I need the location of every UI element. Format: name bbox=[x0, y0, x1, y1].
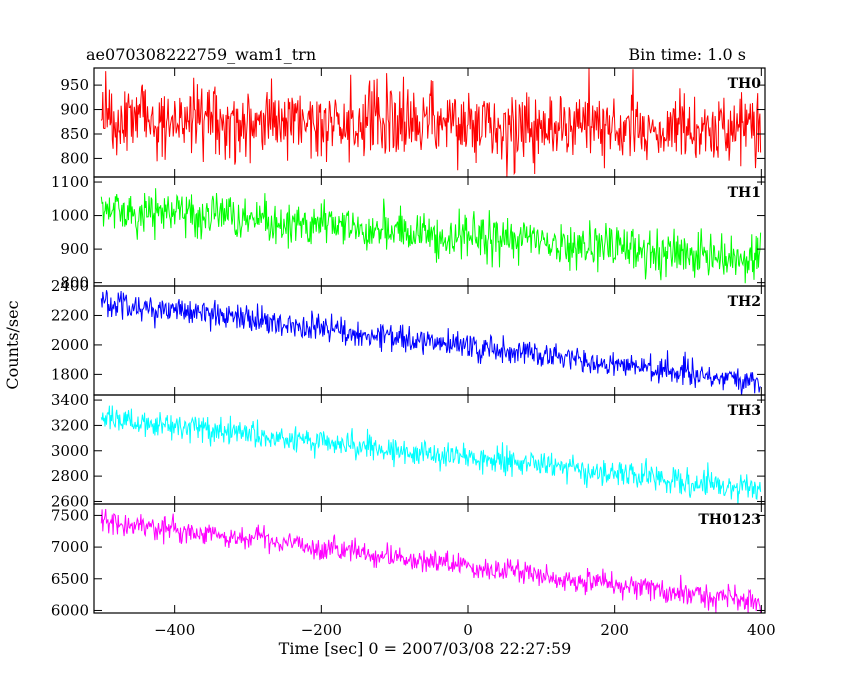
y-tick-label: 900 bbox=[60, 101, 89, 119]
x-axis: −400 −200 0 200 400 bbox=[154, 621, 776, 639]
y-tick-label: 2800 bbox=[51, 467, 89, 485]
panel-frame bbox=[93, 503, 766, 614]
x-tick-label: 400 bbox=[747, 621, 776, 639]
y-tick-label: 850 bbox=[60, 125, 89, 143]
series-line-th3 bbox=[100, 405, 762, 504]
x-tick-label: −200 bbox=[301, 621, 342, 639]
panel-th2: 1800 2000 2200 2400 TH2 bbox=[51, 277, 766, 396]
series-line-th0 bbox=[100, 68, 762, 177]
x-tick-label: 200 bbox=[600, 621, 629, 639]
panel-th0: 800 850 900 950 TH0 bbox=[60, 67, 766, 178]
panel-label-th1: TH1 bbox=[728, 185, 761, 201]
panel-label-th2: TH2 bbox=[728, 294, 761, 310]
y-tick-label: 7500 bbox=[51, 506, 89, 524]
y-tick-label: 2200 bbox=[51, 306, 89, 324]
y-tick-label: 1800 bbox=[51, 365, 89, 383]
panel-label-th3: TH3 bbox=[728, 403, 761, 419]
y-tick-label: 950 bbox=[60, 76, 89, 94]
y-tick-label: 3200 bbox=[51, 416, 89, 434]
y-tick-label: 2600 bbox=[51, 492, 89, 510]
panel-label-th0123: TH0123 bbox=[698, 512, 761, 528]
y-tick-label: 900 bbox=[60, 240, 89, 258]
y-tick-label: 7000 bbox=[51, 538, 89, 556]
y-tick-label: 6500 bbox=[51, 570, 89, 588]
y-tick-label: 6000 bbox=[51, 601, 89, 619]
chart-title: ae070308222759_wam1_trn bbox=[86, 45, 316, 64]
panel-label-th0: TH0 bbox=[728, 76, 762, 92]
series-line-th1 bbox=[100, 188, 762, 284]
y-tick-label: 800 bbox=[60, 149, 89, 167]
y-axis-title: Counts/sec bbox=[3, 300, 22, 389]
y-tick-label: 3400 bbox=[51, 391, 89, 409]
panel-th3: 2600 2800 3000 3200 3400 TH3 bbox=[51, 391, 766, 510]
series-line-th2 bbox=[100, 290, 761, 395]
x-tick-label: 0 bbox=[463, 621, 473, 639]
panels-group: 800 850 900 950 TH0 800 900 1000 1100 TH1 1800 2000… bbox=[51, 67, 766, 619]
y-tick-label: 800 bbox=[60, 274, 89, 292]
x-axis-title: Time [sec] 0 = 2007/03/08 22:27:59 bbox=[279, 639, 572, 658]
y-tick-label: 1000 bbox=[51, 207, 89, 225]
y-tick-label: 2400 bbox=[51, 277, 89, 295]
y-tick-label: 3000 bbox=[51, 442, 89, 460]
panel-th0123: 6000 6500 7000 7500 TH0123 bbox=[51, 503, 766, 619]
panel-th1: 800 900 1000 1100 TH1 bbox=[51, 173, 766, 292]
x-tick-label: −400 bbox=[154, 621, 195, 639]
y-tick-label: 2000 bbox=[51, 336, 89, 354]
y-tick-label: 1100 bbox=[51, 173, 89, 191]
series-line-th0123 bbox=[100, 508, 762, 613]
bin-time-label: Bin time: 1.0 s bbox=[628, 45, 746, 64]
